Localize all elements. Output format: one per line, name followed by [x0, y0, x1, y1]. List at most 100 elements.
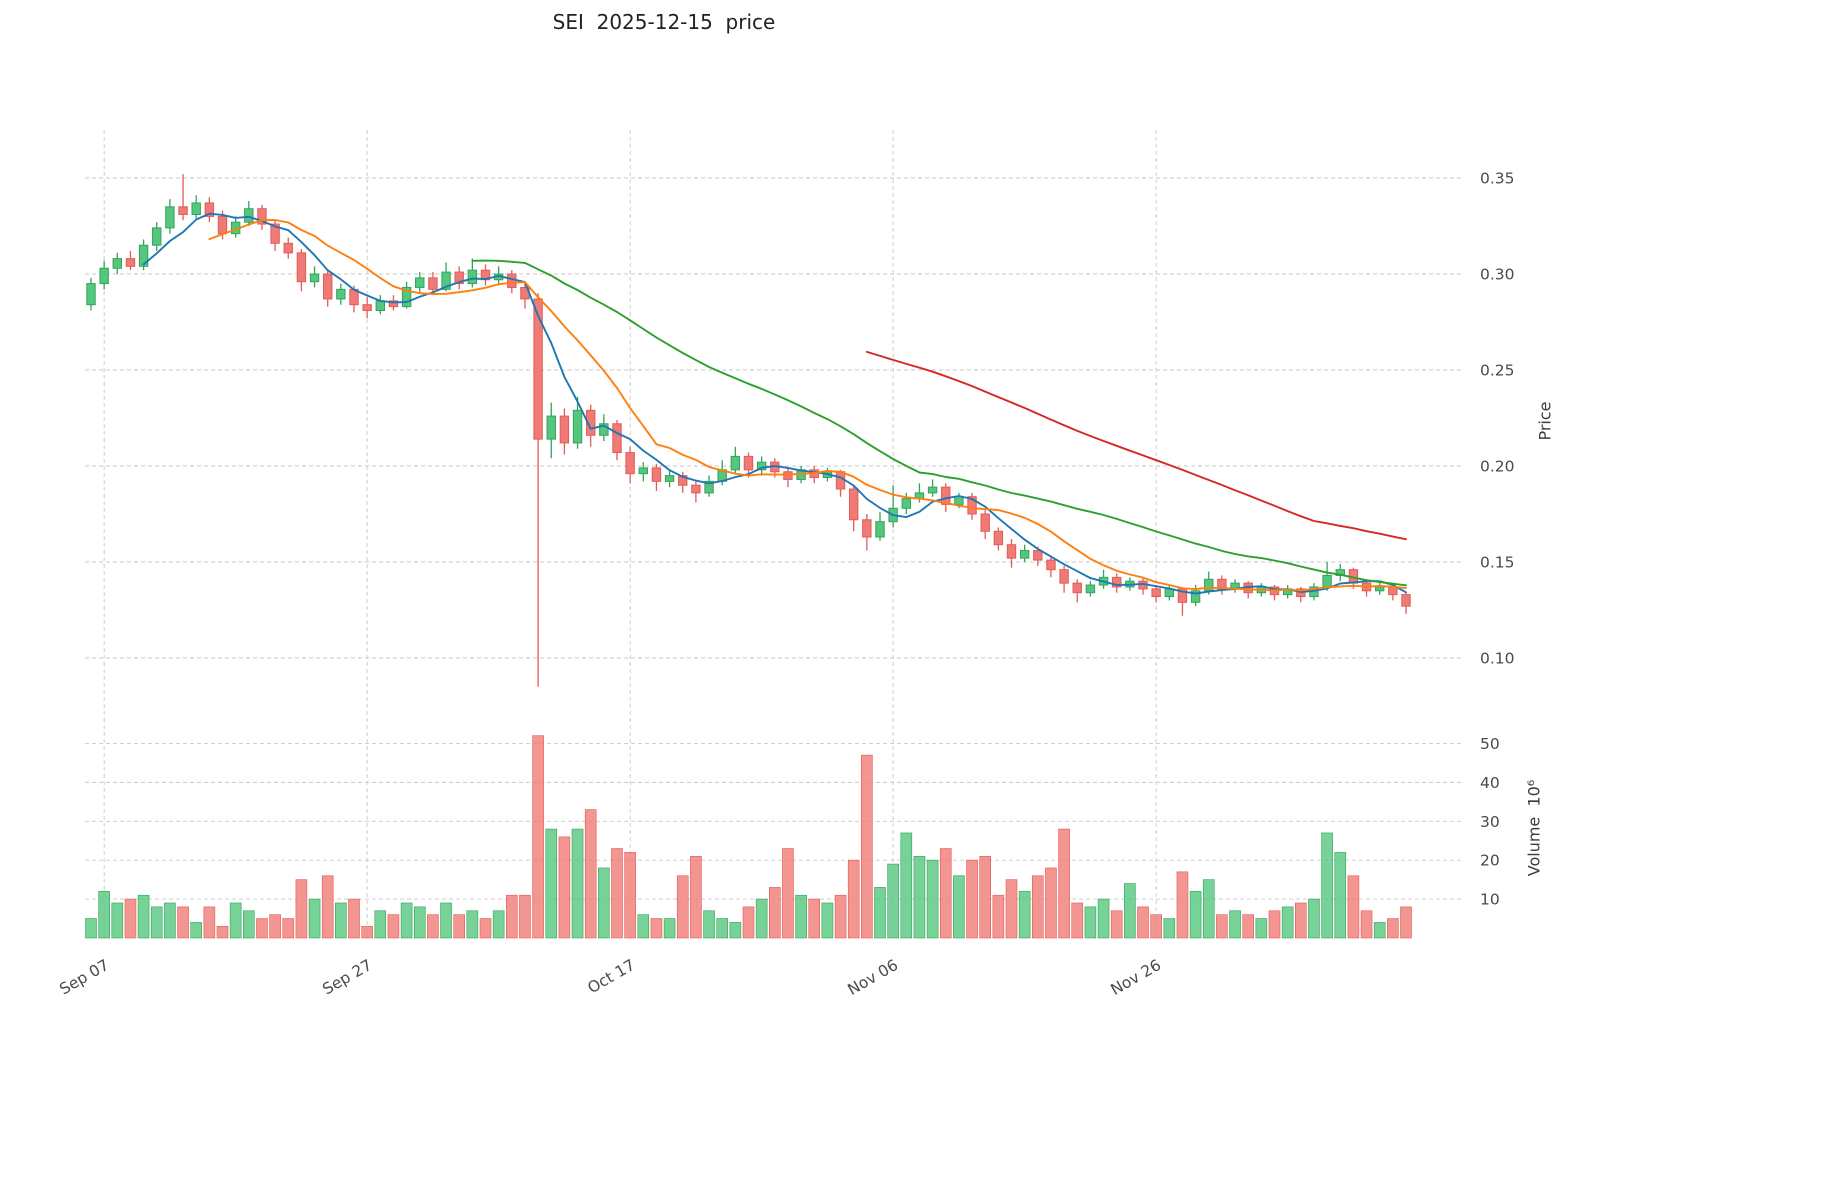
volume-bar	[479, 918, 492, 939]
candle-body	[270, 223, 280, 244]
volume-bar	[374, 910, 387, 939]
candle-body	[756, 461, 767, 471]
volume-bar	[808, 898, 821, 939]
volume-bar	[1018, 891, 1031, 939]
candle-body	[204, 202, 215, 217]
volume-bar	[663, 918, 676, 939]
volume-bar	[1255, 918, 1268, 939]
candle-body	[1059, 569, 1069, 584]
candle-body	[401, 286, 412, 308]
volume-bar	[1216, 914, 1228, 939]
price-tick-label: 0.15	[1480, 554, 1515, 572]
candle-body	[1006, 544, 1017, 559]
volume-bar	[321, 875, 334, 939]
volume-bar	[335, 902, 347, 939]
candle-body	[901, 498, 911, 509]
candle-body	[336, 288, 346, 300]
candle-body	[743, 455, 754, 471]
volume-bar	[1110, 910, 1123, 939]
volume-tick-label: 50	[1480, 735, 1500, 753]
volume-bar	[361, 926, 373, 939]
candle-body	[1019, 549, 1030, 559]
volume-bar	[269, 914, 281, 939]
volume-bar	[1295, 902, 1307, 939]
volume-bar	[1032, 875, 1044, 939]
candle-body	[559, 415, 570, 444]
volume-bar	[124, 898, 137, 939]
volume-bar	[742, 906, 755, 939]
price-axis-label: Price	[1535, 401, 1555, 441]
volume-bar	[690, 855, 702, 939]
candle-body	[138, 244, 149, 267]
candle-layer	[86, 174, 1411, 687]
volume-bar	[295, 879, 308, 939]
volume-bar	[1387, 918, 1399, 939]
candle-body	[980, 513, 990, 532]
volume-bar	[887, 863, 899, 939]
candle-body	[586, 409, 596, 436]
volume-bar	[1176, 871, 1189, 939]
candle-body	[678, 475, 688, 486]
candle-body	[165, 206, 175, 229]
volume-bar	[1321, 832, 1333, 939]
candle-body	[86, 283, 96, 306]
date-tick-label: Nov 06	[845, 956, 902, 999]
volume-bar	[1045, 867, 1057, 939]
ma-layer	[142, 212, 1407, 595]
volume-bar	[387, 914, 400, 939]
candle-body	[546, 415, 556, 440]
volume-bar	[1281, 906, 1294, 939]
candle-body	[1388, 586, 1398, 596]
volume-bar	[229, 902, 242, 939]
candle-body	[1401, 594, 1411, 607]
candle-body	[1112, 576, 1122, 588]
volume-bar	[1242, 914, 1254, 939]
volume-bar	[703, 910, 715, 939]
candle-body	[927, 486, 938, 494]
volume-bar	[611, 848, 623, 939]
volume-axis-label: Volume 10⁶	[1524, 779, 1544, 877]
volume-bar	[1334, 852, 1347, 939]
candle-body	[507, 273, 517, 288]
volume-bar	[1071, 902, 1084, 939]
volume-bar	[729, 922, 742, 939]
volume-bar	[427, 914, 439, 939]
candle-body	[664, 475, 675, 482]
volume-layer	[85, 735, 1412, 939]
candle-body	[428, 277, 438, 290]
candle-body	[257, 208, 267, 225]
price-tick-label: 0.10	[1480, 650, 1515, 668]
candle-body	[1046, 559, 1056, 571]
volume-bar	[1124, 883, 1136, 939]
price-tick-label: 0.35	[1480, 170, 1515, 188]
volume-bar	[453, 914, 466, 939]
volume-bar	[98, 891, 110, 939]
candle-body	[1322, 574, 1332, 588]
volume-bar	[1268, 910, 1281, 939]
volume-bar	[532, 735, 544, 939]
volume-bar	[1084, 906, 1097, 939]
volume-bar	[1189, 891, 1202, 939]
candle-body	[1151, 588, 1161, 598]
candle-body	[704, 480, 714, 494]
volume-bar	[637, 914, 650, 939]
volume-bar	[1202, 879, 1215, 939]
volume-bar	[1400, 906, 1412, 939]
candle-body	[112, 258, 122, 269]
volume-bar	[953, 875, 965, 939]
candle-body	[244, 208, 254, 223]
volume-bar	[598, 867, 610, 939]
volume-bar	[1097, 898, 1110, 939]
candle-body	[967, 496, 977, 515]
candle-body	[1204, 578, 1214, 592]
candle-body	[415, 277, 425, 288]
volume-bar	[716, 918, 729, 939]
chart-title: SEI 2025-12-15 price	[552, 10, 776, 34]
volume-bar	[847, 859, 860, 939]
candle-body	[691, 484, 701, 494]
ma-line-sma60	[865, 350, 1407, 541]
volume-bar	[164, 902, 176, 939]
candle-body	[454, 271, 464, 285]
date-tick-label: Nov 26	[1108, 956, 1165, 999]
